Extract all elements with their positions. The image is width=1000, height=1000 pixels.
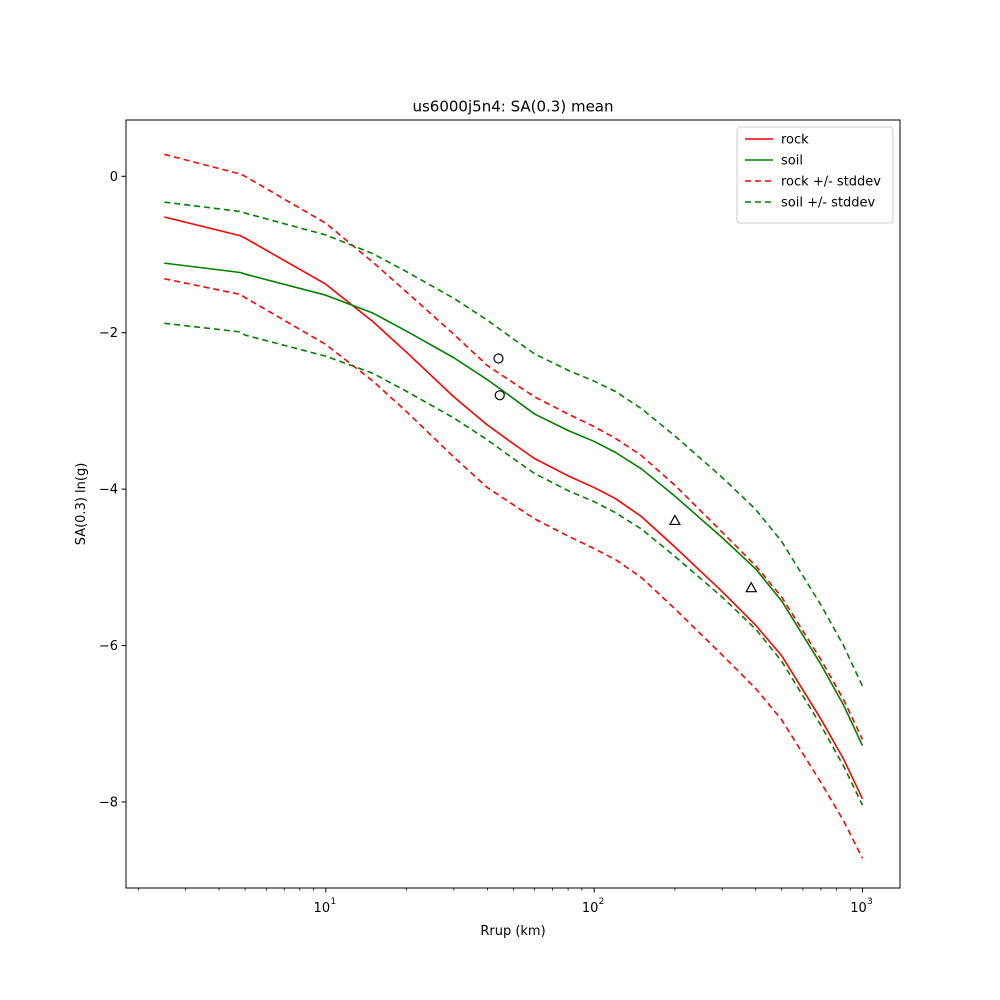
series-line-soil-stddev-4 [164,201,864,687]
y-tick-label: −4 [99,483,118,498]
legend-label-soil: soil [781,154,803,169]
legend: rock soil rock +/- stddev soil +/- stddev [736,126,894,224]
y-tick-label: −2 [99,326,118,341]
legend-label-rock: rock [781,133,809,148]
x-tick-exponent: 3 [867,897,873,907]
legend-label-rock-stddev: rock +/- stddev [781,175,881,190]
x-tick-label: 10 [314,901,331,916]
y-tick-label: −6 [99,639,118,654]
data-point-triangle-2 [668,514,681,526]
chart-title: us6000j5n4: SA(0.3) mean [412,98,613,116]
data-point-triangle-3 [745,581,758,593]
legend-box [736,126,894,224]
series-line-rock-0 [164,216,864,800]
y-tick-label: 0 [110,170,118,185]
x-axis: 10 1 10 2 10 3 [137,888,873,916]
legend-label-soil-stddev: soil +/- stddev [781,196,876,211]
y-axis: 0 −2 −4 −6 −8 [99,170,126,810]
x-axis-label: Rrup (km) [480,924,545,939]
series-layer [164,153,864,859]
series-line-soil-1 [164,262,864,746]
x-tick-label: 10 [582,901,599,916]
y-axis-label: SA(0.3) ln(g) [74,463,89,546]
y-tick-label: −8 [99,795,118,810]
x-tick-exponent: 2 [599,897,605,907]
plot-area [125,119,901,889]
data-point-circle-1 [494,390,505,401]
series-line-stddev-lower-soil-5 [164,322,864,806]
marker-layer [493,353,758,593]
x-tick-exponent: 1 [330,897,336,907]
series-line-rock-stddev-2 [164,153,864,740]
data-point-circle-0 [493,353,504,364]
x-tick-label: 10 [850,901,867,916]
